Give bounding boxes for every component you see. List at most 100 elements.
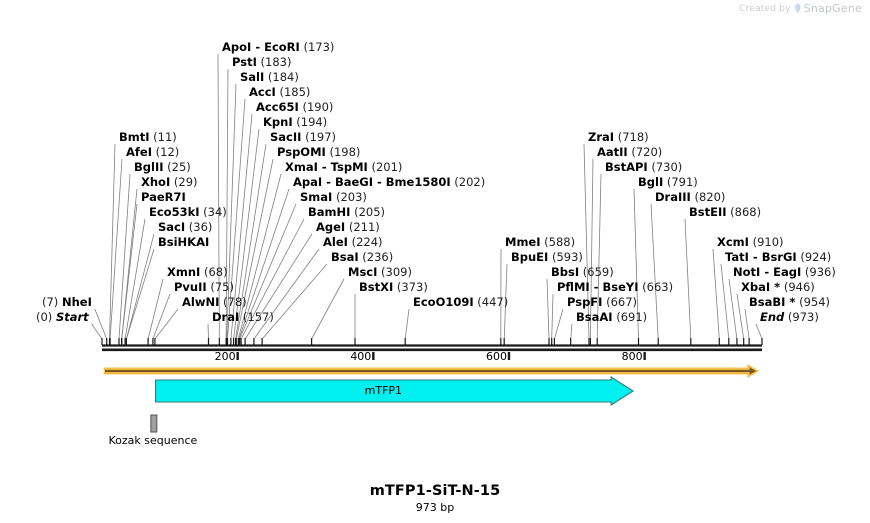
leader-line [227,98,246,340]
ruler-label-800: 800 [621,350,643,363]
leader-line [118,173,131,340]
enzyme-label-agei-211[interactable]: AgeI (211) [316,220,380,234]
enzyme-label-apoi-ecori-173[interactable]: ApoI - EcoRI (173) [222,40,335,54]
leader-line [554,308,564,340]
enzyme-label-eco53ki-34[interactable]: Eco53kI (34) [149,205,227,219]
leader-line [152,293,171,340]
enzyme-label-alwni-78[interactable]: AlwNI (78) [182,295,247,309]
enzyme-label-tati-bsrgi-924[interactable]: TatI - BsrGI (924) [725,250,832,264]
leader-line [235,158,274,340]
leader-line [244,233,313,340]
feature-source-arrow[interactable] [103,363,760,379]
enzyme-label-0-start[interactable]: (0) Start [36,310,89,324]
enzyme-label-bglii-25[interactable]: BglII (25) [134,160,191,174]
leader-line [503,263,508,340]
enzyme-label-aatii-720[interactable]: AatII (720) [597,145,663,159]
enzyme-label-acc65i-190[interactable]: Acc65I (190) [256,100,334,114]
enzyme-label-ecoo109i-447[interactable]: EcoO109I (447) [413,295,509,309]
enzyme-label-apai-baegi-bme1580i-202[interactable]: ApaI - BaeGI - Bme1580I (202) [293,175,486,189]
enzyme-label-mmei-588[interactable]: MmeI (588) [505,235,576,249]
ruler-label-400: 400 [350,350,372,363]
enzyme-label-bmti-11[interactable]: BmtI (11) [119,130,177,144]
leader-line [583,143,590,340]
leader-line [94,308,108,340]
leader-line [238,188,290,340]
leader-line [126,248,155,340]
page-title: mTFP1-SiT-N-15 [369,483,501,499]
enzyme-label-bsihkai[interactable]: BsiHKAI [158,235,210,249]
enzyme-label-smai-203[interactable]: SmaI (203) [300,190,367,204]
leader-line [546,278,550,340]
leader-line [239,203,297,340]
enzyme-label-pvuii-75[interactable]: PvuII (75) [174,280,234,294]
leader-line [650,203,659,340]
ruler-label-600: 600 [485,350,507,363]
enzyme-label-noti-eagi-936[interactable]: NotI - EagI (936) [733,265,836,279]
enzyme-label-bstxi-373[interactable]: BstXI (373) [359,280,428,294]
enzyme-label-draiii-820[interactable]: DraIII (820) [655,190,726,204]
enzyme-label-xcmi-910[interactable]: XcmI (910) [717,235,784,249]
enzyme-label-7-nhei[interactable]: (7) NheI [42,295,92,309]
enzyme-label-pspfi-667[interactable]: PspFI (667) [567,295,638,309]
feature-label-kozak-sequence[interactable]: Kozak sequence [108,434,198,447]
enzyme-label-bstapi-730[interactable]: BstAPI (730) [605,160,683,174]
leader-line [261,263,328,340]
leader-line [755,323,763,340]
enzyme-label-paer7i[interactable]: PaeR7I [141,190,186,204]
leader-line [551,293,554,340]
leader-line [311,278,345,340]
enzyme-label-xhoi-29[interactable]: XhoI (29) [141,175,198,189]
enzyme-label-xmai-tspmi-201[interactable]: XmaI - TspMI (201) [285,160,403,174]
enzyme-label-pspomi-198[interactable]: PspOMI (198) [277,145,361,159]
leader-line [633,188,639,340]
leader-line [126,233,155,340]
enzyme-label-drai-157[interactable]: DraI (157) [212,310,274,324]
enzyme-label-xmni-68[interactable]: XmnI (68) [167,265,228,279]
enzyme-label-bsabi-954[interactable]: BsaBI * (954) [749,295,831,309]
feature-kozak-sequence-block[interactable] [150,414,158,433]
enzyme-label-zrai-718[interactable]: ZraI (718) [588,130,649,144]
enzyme-label-acci-185[interactable]: AccI (185) [249,85,311,99]
enzyme-label-bamhi-205[interactable]: BamHI (205) [308,205,386,219]
leader-line [230,113,253,340]
enzyme-label-bsai-236[interactable]: BsaI (236) [331,250,394,264]
leader-line [91,323,103,340]
feature-label-mtfp1[interactable]: mTFP1 [364,384,403,397]
leader-line [121,203,138,340]
leader-line [207,323,209,340]
enzyme-label-sacii-197[interactable]: SacII (197) [270,130,337,144]
enzyme-label-sali-184[interactable]: SalI (184) [240,70,299,84]
snapgene-logo-icon [794,3,801,14]
watermark-brand: SnapGene [803,2,862,15]
enzyme-label-bsteii-868[interactable]: BstEII (868) [689,205,762,219]
leader-line [404,308,410,340]
enzyme-label-kpni-194[interactable]: KpnI (194) [263,115,328,129]
enzyme-label-msci-309[interactable]: MscI (309) [348,265,412,279]
leader-line [217,53,220,340]
enzyme-label-bpuei-593[interactable]: BpuEI (593) [511,250,583,264]
leader-line [744,308,750,340]
watermark-created-by: Created by [739,3,791,14]
enzyme-label-bbsi-659[interactable]: BbsI (659) [551,265,614,279]
leader-line [235,143,267,340]
leader-line [712,248,720,340]
snapgene-watermark: Created by SnapGene [739,2,862,15]
enzyme-label-psti-183[interactable]: PstI (183) [232,55,292,69]
enzyme-label-alei-224[interactable]: AleI (224) [323,235,383,249]
enzyme-label-end-973[interactable]: End (973) [760,310,819,324]
leader-line [233,128,260,340]
leader-line [684,218,692,340]
enzyme-label-pflmi-bseyi-663[interactable]: PflMI - BseYI (663) [557,280,674,294]
leader-line [720,263,730,340]
leader-line [590,158,594,340]
enzyme-label-bsaai-691[interactable]: BsaAI (691) [576,310,648,324]
enzyme-label-bgli-791[interactable]: BglI (791) [638,175,698,189]
leader-line [596,173,602,340]
enzyme-label-xbai-946[interactable]: XbaI * (946) [741,280,815,294]
leader-line [226,83,237,340]
enzyme-label-afei-12[interactable]: AfeI (12) [126,145,180,159]
enzyme-label-saci-36[interactable]: SacI (36) [158,220,213,234]
feature-cds-mtfp1[interactable] [155,375,635,407]
